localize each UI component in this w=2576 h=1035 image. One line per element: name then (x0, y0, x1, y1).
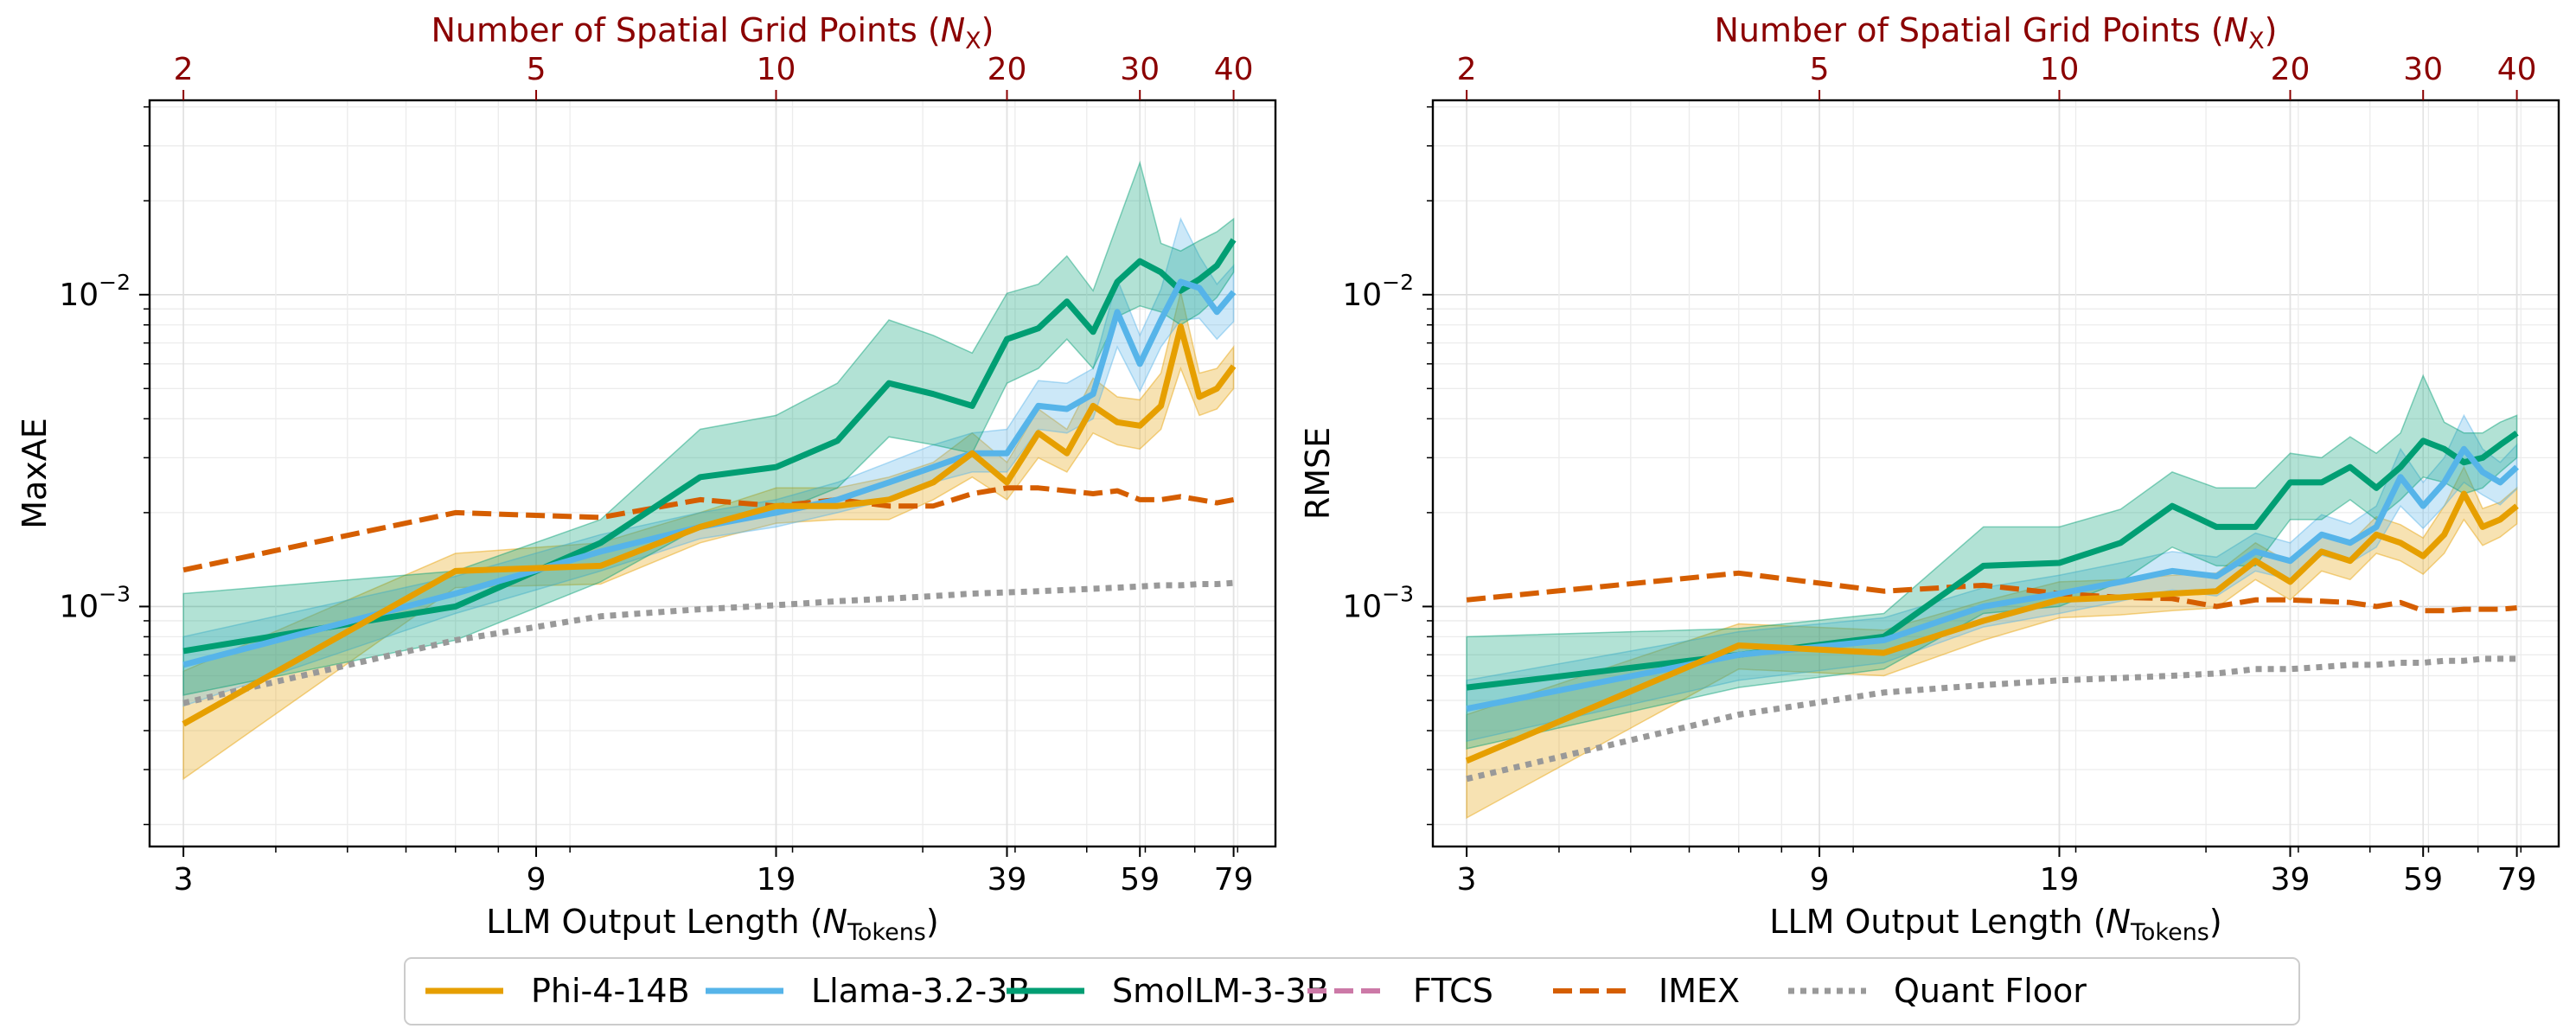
x-tick-label: 39 (988, 862, 1027, 898)
series-line-phi-4-14b (182, 323, 1237, 727)
y-axis-label: RMSE (1299, 427, 1337, 520)
x-tick-label: 3 (174, 862, 194, 898)
series-line-imex (182, 485, 1235, 573)
x-axis-label: LLM Output Length (NTokens) (1769, 903, 2221, 946)
x-tick-label: 3 (1457, 862, 1477, 898)
band-smollm-3-3b (182, 160, 1235, 696)
x-axis-label: LLM Output Length (NTokens) (486, 903, 938, 946)
axes-frame (1431, 99, 2560, 848)
top-x-tick-label: 20 (2271, 52, 2311, 87)
top-x-tick-label: 40 (2497, 52, 2537, 87)
top-x-tick-label: 10 (757, 52, 796, 87)
band-phi-4-14b (182, 291, 1235, 781)
series-line-quant-floor (182, 579, 1234, 706)
x-tick-label: 59 (1120, 862, 1160, 898)
x-tick-label: 19 (757, 862, 796, 898)
series-line-imex (1466, 570, 2517, 614)
legend-label: IMEX (1659, 972, 1740, 1010)
legend: Phi-4-14B Llama-3.2-3B SmolLM-3-3B FTCS IMEX… (404, 957, 2300, 1025)
x-tick-label: 39 (2271, 862, 2311, 898)
grid (150, 100, 1275, 847)
x-tick-label: 19 (2040, 862, 2080, 898)
y-tick-label: 10−2 (59, 270, 131, 313)
plot-area (182, 160, 1237, 781)
top-x-tick-label: 5 (1810, 52, 1830, 87)
top-x-tick-label: 20 (988, 52, 1027, 87)
top-x-tick-label: 2 (174, 52, 194, 87)
series-line-quant-floor (1466, 655, 2517, 783)
top-x-axis-label: Number of Spatial Grid Points (NX) (1715, 11, 2278, 54)
legend-label: SmolLM-3-3B (1112, 972, 1329, 1010)
legend-label: Phi-4-14B (531, 972, 690, 1010)
x-tick-label: 9 (1810, 862, 1830, 898)
y-axis-label: MaxAE (16, 418, 54, 529)
x-tick-label: 79 (1214, 862, 1254, 898)
top-x-tick-label: 10 (2040, 52, 2080, 87)
grid (1433, 100, 2559, 847)
y-tick-label: 10−2 (1342, 270, 1414, 313)
y-tick-label: 10−3 (1342, 581, 1414, 624)
series-line-phi-4-14b (1465, 490, 2519, 764)
x-tick-label: 9 (527, 862, 547, 898)
top-x-tick-label: 2 (1457, 52, 1477, 87)
y-tick-label: 10−3 (59, 581, 131, 624)
x-tick-label: 59 (2403, 862, 2443, 898)
top-x-axis-label: Number of Spatial Grid Points (NX) (431, 11, 994, 54)
series-line-llama-3-2-3b (1466, 445, 2519, 712)
top-x-tick-label: 30 (2403, 52, 2443, 87)
top-x-tick-label: 40 (1214, 52, 1254, 87)
legend-label: FTCS (1413, 972, 1493, 1010)
top-x-tick-label: 5 (527, 52, 547, 87)
legend-label: Llama-3.2-3B (811, 972, 1030, 1010)
x-tick-label: 79 (2497, 862, 2537, 898)
axes-frame (148, 99, 1277, 848)
top-x-tick-label: 30 (1120, 52, 1160, 87)
legend-label: Quant Floor (1894, 972, 2087, 1010)
plot-area (1465, 374, 2519, 820)
